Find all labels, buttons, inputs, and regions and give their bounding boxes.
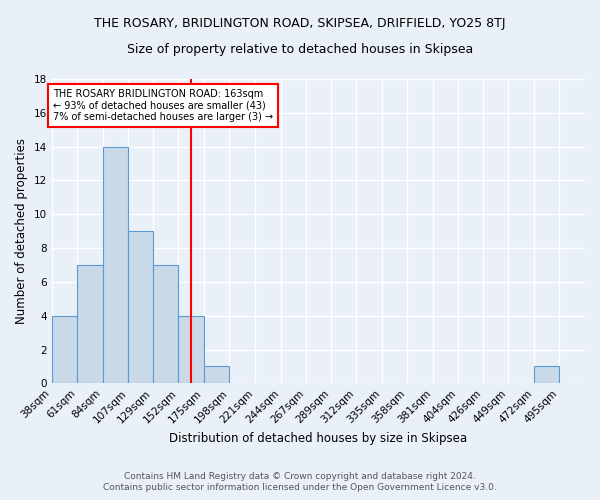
Bar xyxy=(103,146,128,384)
Bar xyxy=(534,366,559,384)
Bar xyxy=(128,231,153,384)
X-axis label: Distribution of detached houses by size in Skipsea: Distribution of detached houses by size … xyxy=(169,432,467,445)
Text: Size of property relative to detached houses in Skipsea: Size of property relative to detached ho… xyxy=(127,42,473,56)
Bar xyxy=(178,316,204,384)
Bar xyxy=(204,366,229,384)
Text: Contains HM Land Registry data © Crown copyright and database right 2024.: Contains HM Land Registry data © Crown c… xyxy=(124,472,476,481)
Y-axis label: Number of detached properties: Number of detached properties xyxy=(15,138,28,324)
Text: Contains public sector information licensed under the Open Government Licence v3: Contains public sector information licen… xyxy=(103,484,497,492)
Text: THE ROSARY BRIDLINGTON ROAD: 163sqm
← 93% of detached houses are smaller (43)
7%: THE ROSARY BRIDLINGTON ROAD: 163sqm ← 93… xyxy=(53,89,273,122)
Bar xyxy=(153,265,178,384)
Bar xyxy=(77,265,103,384)
Text: THE ROSARY, BRIDLINGTON ROAD, SKIPSEA, DRIFFIELD, YO25 8TJ: THE ROSARY, BRIDLINGTON ROAD, SKIPSEA, D… xyxy=(94,18,506,30)
Bar xyxy=(52,316,77,384)
